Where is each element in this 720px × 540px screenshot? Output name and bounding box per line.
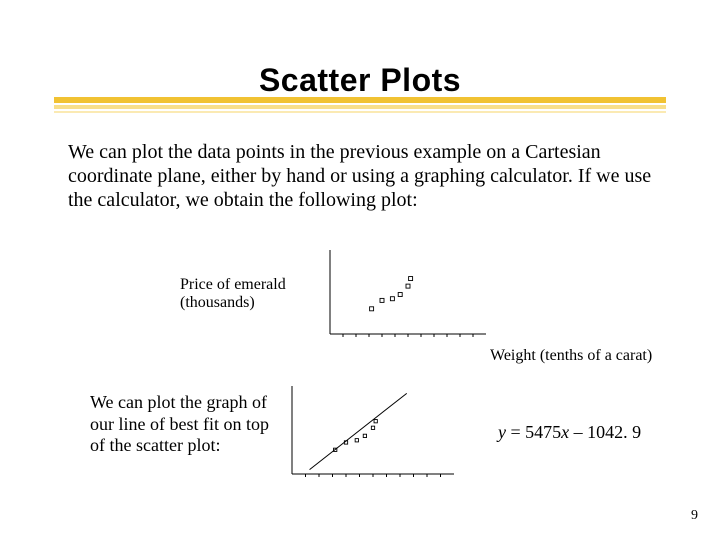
- slide: Scatter Plots We can plot the data point…: [0, 0, 720, 540]
- second-paragraph: We can plot the graph of our line of bes…: [90, 392, 280, 457]
- chart1-x-axis-label: Weight (tenths of a carat): [490, 347, 652, 365]
- underline-bar-2: [54, 105, 666, 109]
- best-fit-equation: y = 5475x – 1042. 9: [498, 422, 641, 443]
- ylabel-line2: (thousands): [180, 294, 255, 311]
- eq-y: y: [498, 422, 506, 442]
- chart1-y-axis-label: Price of emerald (thousands): [180, 276, 320, 313]
- underline-bar-3: [54, 111, 666, 113]
- page-title: Scatter Plots: [0, 62, 720, 99]
- eq-equals-coef: = 5475: [506, 422, 561, 442]
- ylabel-line1: Price of emerald: [180, 276, 286, 293]
- eq-tail: – 1042. 9: [569, 422, 641, 442]
- scatter-chart-top: [324, 248, 488, 342]
- intro-paragraph: We can plot the data points in the previ…: [68, 140, 652, 212]
- page-number: 9: [691, 508, 698, 524]
- title-underline: [54, 97, 666, 119]
- scatter-chart-bottom: [286, 384, 456, 482]
- eq-x: x: [561, 422, 569, 442]
